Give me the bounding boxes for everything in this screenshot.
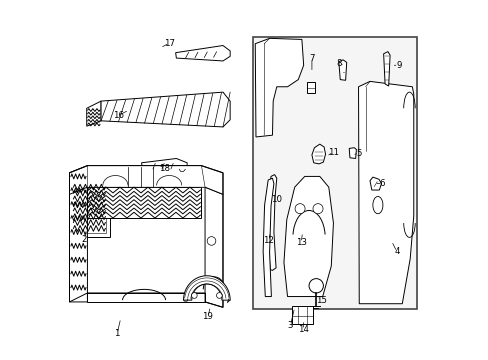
Polygon shape <box>69 166 223 194</box>
Circle shape <box>312 204 323 214</box>
Text: 5: 5 <box>356 149 361 158</box>
Polygon shape <box>86 101 101 126</box>
Circle shape <box>191 293 197 298</box>
Text: 9: 9 <box>395 61 401 70</box>
Text: 4: 4 <box>393 247 399 256</box>
Bar <box>69 178 110 237</box>
Text: 17: 17 <box>163 39 174 48</box>
Bar <box>87 187 201 218</box>
Text: 1: 1 <box>114 329 120 338</box>
Polygon shape <box>255 39 303 137</box>
Text: 6: 6 <box>379 179 385 188</box>
Bar <box>306 82 314 93</box>
Polygon shape <box>358 81 413 304</box>
Bar <box>291 306 313 324</box>
Polygon shape <box>267 175 276 270</box>
Polygon shape <box>175 45 230 61</box>
Text: 18: 18 <box>159 164 170 173</box>
Polygon shape <box>142 158 187 174</box>
Polygon shape <box>383 51 389 86</box>
Text: 3: 3 <box>287 321 292 330</box>
Polygon shape <box>311 144 325 164</box>
Text: 13: 13 <box>295 238 306 247</box>
Text: 14: 14 <box>298 325 308 334</box>
Circle shape <box>294 204 305 214</box>
Polygon shape <box>348 148 356 158</box>
Polygon shape <box>263 178 273 297</box>
Text: 2: 2 <box>81 235 86 244</box>
Text: 15: 15 <box>315 296 326 305</box>
Text: 16: 16 <box>113 111 123 120</box>
Polygon shape <box>101 92 230 127</box>
Text: 10: 10 <box>270 195 281 204</box>
Bar <box>72 183 106 233</box>
Bar <box>253 37 416 309</box>
Text: 7: 7 <box>308 54 314 63</box>
Circle shape <box>308 279 323 293</box>
Polygon shape <box>284 176 333 297</box>
Polygon shape <box>87 166 204 187</box>
Polygon shape <box>87 293 204 302</box>
Polygon shape <box>369 177 381 190</box>
Polygon shape <box>204 187 223 307</box>
Text: 11: 11 <box>327 148 338 157</box>
Text: 12: 12 <box>263 237 274 246</box>
Circle shape <box>216 293 222 298</box>
Polygon shape <box>69 166 87 302</box>
Text: 8: 8 <box>336 59 342 68</box>
Circle shape <box>207 237 215 245</box>
Polygon shape <box>183 276 230 300</box>
Text: 19: 19 <box>202 312 213 321</box>
Polygon shape <box>338 60 346 80</box>
